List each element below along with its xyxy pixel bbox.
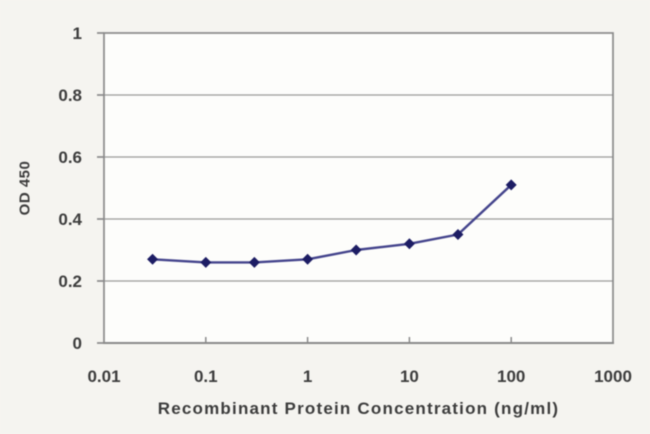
- plot-area: [104, 33, 613, 343]
- x-tick-label: 1: [303, 367, 312, 386]
- y-tick-label: 0: [73, 334, 82, 353]
- y-tick-label: 0.6: [58, 148, 82, 167]
- y-axis-title: OD 450: [16, 160, 34, 216]
- series-line: [152, 184, 513, 264]
- y-tick-label: 1: [73, 24, 82, 43]
- x-tick-label: 0.1: [194, 367, 218, 386]
- x-tick-label: 100: [497, 367, 525, 386]
- data-point-marker: [147, 253, 159, 265]
- data-point-marker: [248, 256, 260, 268]
- data-point-marker: [350, 244, 362, 256]
- data-point-marker: [200, 256, 212, 268]
- y-tick-label: 0.8: [58, 86, 82, 105]
- x-axis-title: Recombinant Protein Concentration (ng/ml…: [157, 399, 560, 418]
- data-point-marker: [452, 229, 464, 240]
- x-tick-label: 10: [400, 367, 419, 386]
- x-tick-label: 0.01: [87, 367, 120, 386]
- y-tick-label: 0.4: [58, 210, 82, 229]
- data-point-marker: [302, 253, 314, 265]
- y-tick-label: 0.2: [58, 272, 82, 291]
- data-point-marker: [403, 238, 415, 250]
- x-tick-label: 1000: [594, 367, 632, 386]
- data-point-marker: [505, 179, 517, 191]
